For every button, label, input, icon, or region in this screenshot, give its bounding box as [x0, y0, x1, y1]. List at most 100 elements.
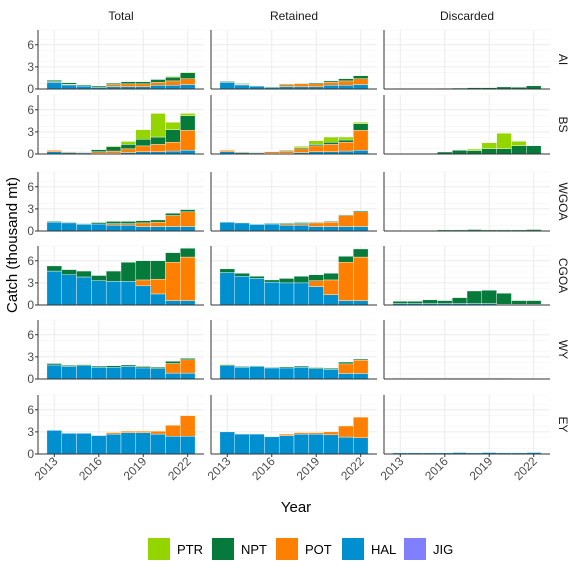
- bar-segment-npt: [234, 366, 250, 368]
- bar-segment-hal: [105, 367, 122, 380]
- bar-segment-hal: [308, 286, 324, 306]
- bar-segment-pot: [338, 215, 354, 227]
- bar-segment-pot: [135, 430, 151, 433]
- legend-swatch-pot: [276, 538, 298, 560]
- bar-segment-pot: [353, 130, 369, 151]
- bar-segment-pot: [120, 223, 137, 226]
- bar-segment-ptr: [293, 146, 310, 148]
- bar-segment-npt: [165, 252, 181, 263]
- bar-segment-npt: [496, 148, 512, 155]
- bar-segment-pot: [135, 83, 151, 87]
- bar-segment-pot: [353, 78, 369, 85]
- bar-segment-npt: [437, 300, 453, 304]
- bar-segment-npt: [323, 80, 339, 83]
- bar-segment-npt: [46, 265, 62, 272]
- bar-segment-npt: [91, 222, 107, 225]
- bar-segment-npt: [451, 149, 468, 155]
- row-strip-bg: [553, 95, 573, 154]
- bar-segment-pot: [135, 222, 151, 227]
- row-strip-bg: [553, 395, 573, 454]
- y-tick-label: 6: [27, 180, 34, 194]
- bar-segment-hal: [264, 281, 280, 306]
- bar-segment-hal: [249, 433, 265, 455]
- bar-segment-pot: [264, 151, 280, 154]
- bar-segment-pot: [150, 430, 166, 435]
- bar-segment-npt: [120, 221, 137, 224]
- bar-segment-pot: [338, 141, 354, 152]
- bar-segment-hal: [278, 282, 295, 306]
- bar-segment-hal: [150, 226, 166, 232]
- bar-segment-hal: [353, 300, 369, 306]
- bar-segment-hal: [150, 293, 166, 306]
- bar-segment-npt: [76, 270, 92, 278]
- bar-segment-hal: [234, 276, 250, 306]
- bar-segment-pot: [278, 84, 295, 87]
- bar-segment-npt: [466, 290, 483, 304]
- bar-segment-pot: [180, 78, 196, 85]
- bar-segment-pot: [46, 150, 62, 152]
- bar-segment-hal: [180, 150, 196, 155]
- y-axis-title: Catch (thousand mt): [4, 177, 21, 313]
- legend-label-pot: POT: [305, 542, 332, 557]
- bar-segment-pot: [278, 433, 295, 436]
- bar-segment-hal: [180, 300, 196, 306]
- bar-segment-pot: [135, 145, 151, 152]
- y-tick-label: 0: [27, 147, 34, 161]
- bar-segment-hal: [165, 372, 181, 380]
- bar-segment-ptr: [466, 148, 483, 151]
- bar-segment-ptr: [323, 136, 339, 143]
- bar-segment-npt: [293, 365, 310, 368]
- bar-segment-pot: [278, 223, 295, 226]
- bar-segment-pot: [165, 80, 181, 86]
- bar-segment-hal: [165, 300, 181, 306]
- bar-segment-pot: [120, 83, 137, 87]
- y-tick-label: 0: [27, 372, 34, 386]
- bar-segment-npt: [308, 274, 324, 281]
- legend-swatch-jig: [404, 538, 426, 560]
- y-tick-label: 6: [27, 103, 34, 117]
- bar-segment-pot: [150, 82, 166, 86]
- bar-segment-npt: [308, 144, 324, 147]
- bar-segment-npt: [91, 275, 107, 281]
- bar-segment-npt: [308, 367, 324, 369]
- y-tick-label: 6: [27, 38, 34, 52]
- bar-segment-npt: [135, 139, 151, 147]
- bar-segment-npt: [120, 364, 137, 367]
- bar-segment-hal: [293, 433, 310, 455]
- bar-segment-hal: [61, 222, 77, 232]
- bar-segment-hal: [219, 221, 235, 232]
- bar-segment-pot: [278, 150, 295, 154]
- y-tick-label: 0: [27, 298, 34, 312]
- bar-segment-hal: [76, 433, 92, 455]
- bar-segment-npt: [234, 273, 250, 277]
- bar-segment-npt: [278, 366, 295, 369]
- bar-segment-npt: [165, 361, 181, 364]
- bar-segment-npt: [338, 214, 354, 216]
- bar-segment-hal: [150, 433, 166, 455]
- bar-segment-hal: [219, 272, 235, 306]
- bar-segment-npt: [264, 279, 280, 283]
- bar-segment-npt: [466, 150, 483, 155]
- bar-segment-hal: [323, 85, 339, 90]
- bar-segment-npt: [61, 365, 77, 367]
- bar-segment-hal: [308, 368, 324, 380]
- legend-swatch-ptr: [148, 538, 170, 560]
- bar-segment-ptr: [511, 141, 527, 146]
- bar-segment-npt: [46, 79, 62, 82]
- bar-segment-npt: [46, 221, 62, 223]
- bar-segment-hal: [105, 224, 122, 232]
- bar-segment-npt: [180, 248, 196, 258]
- bar-segment-hal: [61, 366, 77, 380]
- bar-segment-npt: [481, 290, 497, 304]
- row-strip-label: WGOA: [556, 183, 570, 221]
- y-tick-label: 0: [27, 447, 34, 461]
- bar-segment-pot: [353, 211, 369, 227]
- column-strip-bg: [38, 6, 204, 26]
- bar-segment-hal: [180, 436, 196, 455]
- bar-segment-npt: [338, 256, 354, 263]
- bar-segment-pot: [180, 256, 196, 301]
- bar-segment-npt: [278, 278, 295, 284]
- bar-segment-npt: [105, 270, 122, 282]
- bar-segment-npt: [76, 364, 92, 366]
- bar-segment-hal: [135, 226, 151, 232]
